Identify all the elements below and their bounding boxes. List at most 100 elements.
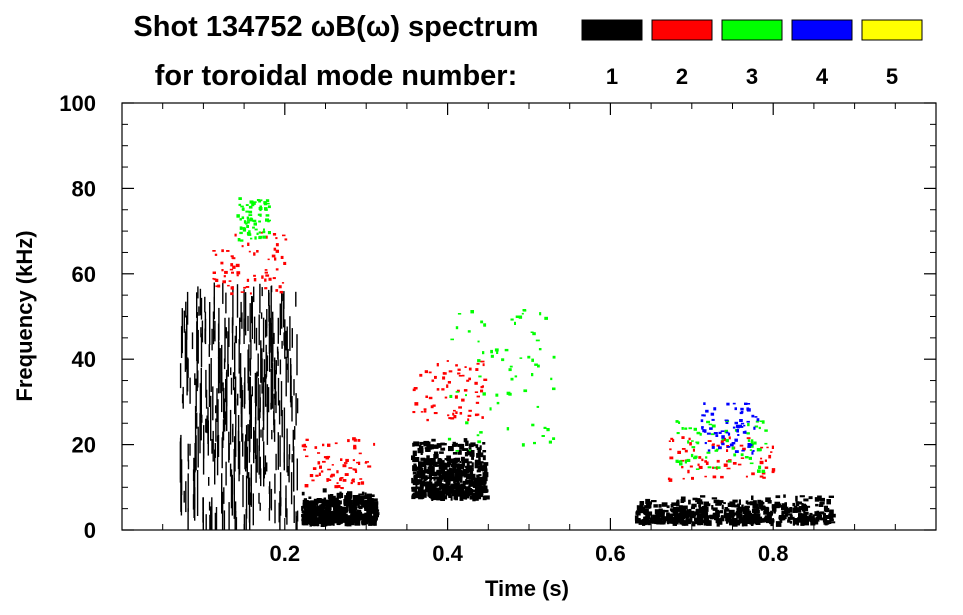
spectrum-pixel xyxy=(261,358,263,394)
spectrum-pixel xyxy=(738,499,741,505)
spectrum-pixel xyxy=(227,331,229,371)
spectrum-pixel xyxy=(337,485,341,488)
spectrum-pixel xyxy=(256,232,259,235)
spectrum-pixel xyxy=(248,344,250,372)
spectrum-pixel xyxy=(799,495,805,498)
spectrum-pixel xyxy=(225,292,227,314)
spectrum-pixel xyxy=(357,505,361,508)
spectrum-pixel xyxy=(200,333,203,368)
spectrum-pixel xyxy=(476,395,480,398)
spectrum-pixel xyxy=(436,443,442,448)
spectrum-pixel xyxy=(339,491,342,496)
spectrum-pixel xyxy=(460,489,465,494)
spectrum-pixel xyxy=(781,503,786,507)
spectrum-pixel xyxy=(430,458,436,464)
spectrum-pixel xyxy=(656,514,661,519)
spectrum-pixel xyxy=(423,408,427,411)
spectrum-pixel xyxy=(435,464,440,467)
spectrum-pixel xyxy=(433,476,439,480)
spectrum-pixel xyxy=(422,480,425,484)
spectrum-pixel xyxy=(330,500,335,504)
x-tick-label: 0.6 xyxy=(595,541,626,566)
spectrum-pixel xyxy=(725,438,729,443)
spectrum-pixel xyxy=(196,375,198,392)
spectrum-pixel xyxy=(824,520,828,526)
spectrum-pixel xyxy=(232,372,235,391)
spectrum-pixel xyxy=(211,497,213,530)
spectrum-pixel xyxy=(770,451,773,453)
spectrum-pixel xyxy=(452,412,455,416)
spectrum-pixel xyxy=(336,470,339,474)
spectrum-pixel xyxy=(471,462,474,468)
spectrum-pixel xyxy=(343,510,346,514)
spectrum-pixel xyxy=(711,505,714,510)
spectrum-pixel xyxy=(340,492,344,498)
spectrum-pixel xyxy=(208,344,210,357)
spectrum-pixel xyxy=(319,520,323,524)
spectrum-pixel xyxy=(264,271,268,274)
spectrum-pixel xyxy=(432,404,436,407)
spectrum-pixel xyxy=(712,443,715,446)
spectrum-pixel xyxy=(185,481,187,513)
spectrum-pixel xyxy=(783,494,786,498)
spectrum-pixel xyxy=(434,376,437,379)
spectrum-pixel xyxy=(439,494,442,498)
spectrum-pixel xyxy=(764,442,768,445)
spectrum-pixel xyxy=(738,513,741,518)
spectrum-pixel xyxy=(255,327,258,351)
spectrum-pixel xyxy=(440,468,445,472)
spectrum-pixel xyxy=(441,471,445,476)
spectrum-pixel xyxy=(673,512,678,516)
spectrum-pixel xyxy=(747,423,750,427)
spectrum-pixel xyxy=(726,467,731,470)
spectrum-pixel xyxy=(463,486,470,489)
legend-swatch-4 xyxy=(791,19,853,41)
spectrum-pixel xyxy=(350,481,353,485)
spectrum-pixel xyxy=(702,429,705,433)
spectrum-pixel xyxy=(762,501,765,505)
spectrum-pixel xyxy=(523,389,528,393)
spectrum-pixel xyxy=(213,296,215,305)
spectrum-pixel xyxy=(215,507,218,530)
spectrum-pixel xyxy=(738,424,742,427)
spectrum-pixel xyxy=(672,520,677,526)
legend-swatch-5 xyxy=(861,19,923,41)
spectrum-pixel xyxy=(372,498,378,502)
spectrum-pixel xyxy=(465,473,472,480)
spectrum-pixel xyxy=(470,450,475,454)
spectrum-pixel xyxy=(703,402,706,405)
legend-label-5: 5 xyxy=(886,64,898,89)
spectrum-pixel xyxy=(480,360,485,363)
spectrum-pixel xyxy=(668,478,673,482)
spectrum-pixel xyxy=(214,253,218,256)
spectrum-pixel xyxy=(356,509,360,513)
spectrum-pixel xyxy=(288,454,290,483)
spectrum-pixel xyxy=(265,218,269,222)
spectrum-pixel xyxy=(778,516,783,519)
spectrum-pixel xyxy=(452,452,458,455)
spectrum-pixel xyxy=(248,390,251,415)
spectrum-pixel xyxy=(444,495,448,500)
legend-label-3: 3 xyxy=(746,64,758,89)
spectrum-pixel xyxy=(308,496,312,499)
spectrum-pixel xyxy=(303,443,306,447)
spectrum-pixel xyxy=(467,461,473,464)
spectrum-pixel xyxy=(472,489,477,493)
spectrum-pixel xyxy=(419,373,423,377)
spectrum-pixel xyxy=(193,496,195,518)
spectrum-pixel xyxy=(189,443,191,456)
spectrum-pixel xyxy=(209,302,211,345)
chart-legend: 1 2 3 4 5 xyxy=(581,19,923,89)
spectrum-pixel xyxy=(427,462,433,466)
spectrum-pixel xyxy=(711,418,715,421)
spectrum-pixel xyxy=(361,520,366,526)
spectrum-pixel xyxy=(759,420,763,422)
spectrum-pixel xyxy=(183,310,185,333)
spectrum-pixel xyxy=(453,415,457,419)
spectrum-pixel xyxy=(455,364,458,367)
spectrum-pixel xyxy=(691,503,697,508)
spectrum-pixel xyxy=(462,481,469,485)
spectrum-pixel xyxy=(424,466,427,472)
spectrum-pixel xyxy=(344,507,348,513)
spectrum-pixel xyxy=(239,390,242,399)
